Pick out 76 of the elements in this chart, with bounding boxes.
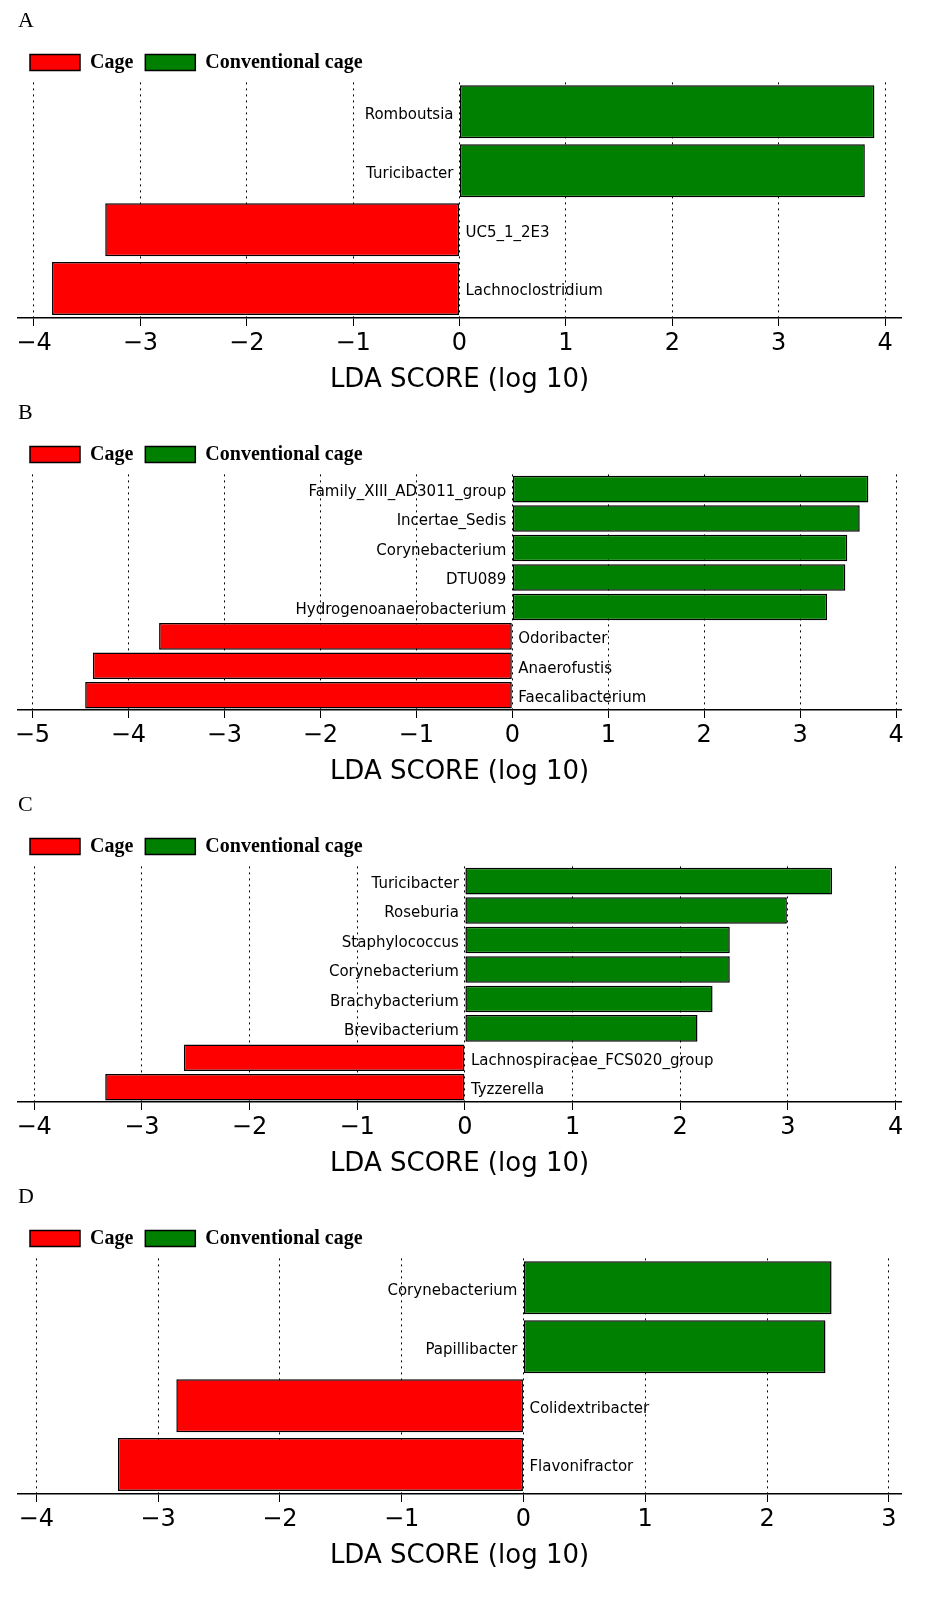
- x-tick-label: −2: [302, 719, 339, 748]
- x-tick-label: −5: [14, 719, 51, 748]
- x-tick-label: −1: [383, 1503, 420, 1532]
- x-tick-label: 0: [504, 719, 520, 748]
- x-axis-title: LDA SCORE (log 10): [329, 363, 590, 394]
- y-tick-label: Incertae_Sedis: [396, 511, 507, 531]
- y-tick-label: Colidextribacter: [529, 1398, 651, 1417]
- x-tick-label: −4: [16, 1111, 52, 1140]
- y-tick-label: Brachybacterium: [330, 991, 459, 1010]
- x-tick-label: −2: [229, 327, 265, 356]
- y-tick-label: Corynebacterium: [387, 1280, 518, 1299]
- chart-title: A: [18, 6, 34, 32]
- x-tick-label: −1: [339, 1111, 375, 1140]
- x-axis-title: LDA SCORE (log 10): [329, 755, 590, 786]
- y-tick-label: Romboutsia: [364, 104, 454, 123]
- x-tick-label: 2: [672, 1111, 688, 1140]
- legend-label: Conventional cage: [205, 1225, 363, 1249]
- y-tick-label: Papillibacter: [425, 1339, 519, 1358]
- x-tick-label: −3: [140, 1503, 176, 1532]
- x-tick-label: 2: [664, 327, 680, 356]
- x-tick-label: 0: [457, 1111, 473, 1140]
- legend-label: Conventional cage: [205, 49, 363, 73]
- chart-title: D: [18, 1182, 34, 1208]
- x-tick-label: −2: [231, 1111, 268, 1140]
- y-tick-label: Staphylococcus: [341, 932, 460, 951]
- x-tick-label: −4: [110, 719, 147, 748]
- x-tick-label: 3: [780, 1111, 796, 1140]
- x-tick-label: −4: [18, 1503, 54, 1532]
- y-tick-label: Lachnoclostridium: [465, 281, 603, 300]
- x-tick-label: 0: [451, 327, 468, 356]
- legend-label: Conventional cage: [205, 441, 363, 465]
- legend-label: Conventional cage: [205, 833, 363, 857]
- y-tick-label: Faecalibacterium: [518, 688, 647, 707]
- y-tick-label: Corynebacterium: [328, 962, 459, 981]
- x-tick-label: 3: [771, 327, 787, 356]
- y-tick-label: Family_XIII_AD3011_group: [308, 482, 507, 502]
- x-tick-label: −1: [335, 327, 371, 356]
- x-tick-label: −3: [206, 719, 243, 748]
- y-tick-label: Turicibacter: [370, 874, 460, 893]
- x-tick-label: 4: [887, 1111, 904, 1140]
- x-tick-label: −3: [124, 1111, 160, 1140]
- legend-label: Cage: [90, 49, 134, 73]
- y-tick-label: Turicibacter: [365, 163, 455, 182]
- x-tick-label: 2: [759, 1503, 775, 1532]
- x-axis-title: LDA SCORE (log 10): [329, 1147, 590, 1178]
- y-tick-label: Lachnospiraceae_FCS020_group: [470, 1050, 714, 1070]
- x-tick-label: 1: [637, 1503, 653, 1532]
- x-tick-label: 2: [696, 719, 712, 748]
- y-tick-label: Hydrogenoanaerobacterium: [295, 599, 507, 618]
- x-axis-title: LDA SCORE (log 10): [329, 1539, 590, 1570]
- x-tick-label: 1: [600, 719, 616, 748]
- legend-label: Cage: [90, 441, 134, 465]
- x-tick-label: 3: [881, 1503, 897, 1532]
- legend-label: Cage: [90, 833, 134, 857]
- x-tick-label: −4: [16, 327, 52, 356]
- x-tick-label: 4: [888, 719, 904, 748]
- x-tick-label: −3: [122, 327, 159, 356]
- y-tick-label: Anaerofustis: [518, 658, 613, 677]
- y-tick-label: Tyzzerella: [469, 1080, 545, 1099]
- legend-label: Cage: [90, 1225, 134, 1249]
- x-tick-label: 4: [877, 327, 893, 356]
- y-tick-label: DTU089: [445, 570, 507, 589]
- x-tick-label: −1: [398, 719, 435, 748]
- y-tick-label: Brevibacterium: [343, 1021, 459, 1040]
- y-tick-label: Flavonifractor: [529, 1457, 635, 1476]
- y-tick-label: Roseburia: [384, 903, 459, 922]
- x-tick-label: 0: [515, 1503, 532, 1532]
- chart-title: C: [18, 790, 33, 816]
- y-tick-label: UC5_1_2E3: [465, 222, 550, 242]
- chart-title: B: [18, 398, 33, 424]
- x-tick-label: 1: [564, 1111, 581, 1140]
- y-tick-label: Corynebacterium: [376, 540, 507, 559]
- y-tick-label: Odoribacter: [518, 629, 609, 648]
- x-tick-label: −2: [262, 1503, 298, 1532]
- x-tick-label: 1: [558, 327, 574, 356]
- x-tick-label: 3: [792, 719, 808, 748]
